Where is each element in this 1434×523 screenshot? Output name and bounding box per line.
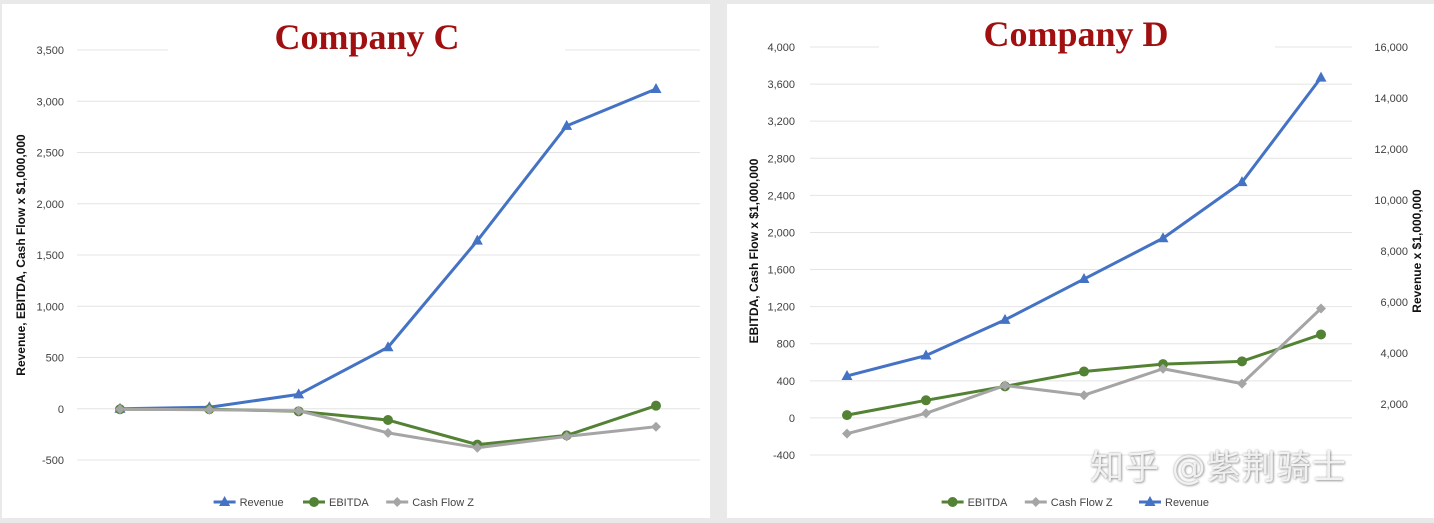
company-c-title: Company C: [274, 17, 459, 57]
company-d-point-revenue: [999, 313, 1011, 324]
company-d-point-ebitda: [1316, 329, 1326, 340]
company-d-point-revenue: [1236, 176, 1248, 187]
company-c-ytick-label: 2,000: [36, 199, 64, 211]
company-c-ytick-label: 3,500: [36, 45, 64, 57]
company-d-y2tick-label: 14,000: [1374, 93, 1408, 105]
company-c-legend-marker-cash-flow-z: [392, 497, 403, 507]
company-d-ytick-label: 3,200: [767, 116, 795, 128]
company-d-point-cash-flow-z: [1158, 363, 1168, 374]
company-c-ytick-label: 1,500: [36, 250, 64, 262]
company-d-point-cash-flow-z: [1237, 378, 1247, 389]
company-c-point-cash-flow-z: [651, 421, 661, 432]
company-d-series-cash-flow-z: [842, 303, 1326, 439]
company-d-point-revenue: [1078, 273, 1090, 284]
company-d-ytick-label: 0: [789, 413, 795, 425]
company-c-point-cash-flow-z: [204, 404, 215, 415]
company-d-point-revenue: [841, 369, 853, 380]
company-d-ytick-label: 2,000: [767, 227, 795, 239]
company-d-ytick-label: 400: [777, 376, 795, 388]
company-d-line-revenue: [845, 76, 1323, 378]
company-d-point-cash-flow-z: [1079, 390, 1089, 401]
company-c-point-cash-flow-z: [472, 442, 483, 453]
chart-panel-company-c: -500 0 500 1,000 1,500 2,000 2,500 3,000 3,500 Co…: [2, 4, 710, 518]
company-c-line-revenue: [118, 87, 658, 411]
company-d-ytick-label: 2,800: [767, 153, 795, 165]
company-d-point-ebitda: [842, 410, 852, 421]
company-c-point-ebitda: [383, 415, 393, 426]
company-d-chart: -400 0 400 800 1,200 1,600 2,000 2,400 2,800 3,20…: [747, 14, 1424, 509]
company-c-series-revenue: [114, 82, 662, 413]
company-d-legend-label-revenue: Revenue: [1165, 497, 1209, 509]
company-c-point-revenue: [650, 82, 662, 93]
company-d-point-revenue: [1315, 71, 1327, 82]
company-c-point-cash-flow-z: [561, 431, 572, 442]
chart-panel-company-d: -400 0 400 800 1,200 1,600 2,000 2,400 2,800 3,20…: [727, 4, 1434, 518]
company-d-point-revenue: [1157, 232, 1169, 243]
company-c-legend: Revenue EBITDA Cash Flow Z: [213, 496, 474, 509]
company-d-y2tick-label: 4,000: [1380, 348, 1408, 360]
company-d-y2tick-label: 16,000: [1374, 42, 1408, 54]
company-d-point-ebitda: [1079, 366, 1089, 377]
company-c-point-revenue: [382, 341, 394, 352]
company-d-legend: EBITDA Cash Flow Z Revenue: [941, 496, 1209, 509]
company-c-legend-label-ebitda: EBITDA: [329, 497, 369, 509]
company-d-point-ebitda: [921, 395, 931, 406]
company-d-title: Company D: [983, 14, 1168, 54]
company-c-point-ebitda: [651, 400, 661, 411]
company-c-ytick-label: 1,000: [36, 301, 64, 313]
company-c-point-cash-flow-z: [293, 405, 304, 416]
company-d-point-cash-flow-z: [1316, 303, 1326, 314]
company-c-series-ebitda: [115, 400, 661, 450]
company-d-ytick-label: 800: [777, 339, 795, 351]
company-c-point-cash-flow-z: [115, 404, 125, 415]
company-d-ytick-label: 3,600: [767, 79, 795, 91]
company-c-legend-marker-revenue: [219, 496, 231, 506]
company-d-ytick-label: 1,600: [767, 265, 795, 277]
company-c-point-revenue: [561, 119, 573, 130]
company-c-ytick-label: 0: [58, 404, 64, 416]
company-c-chart: -500 0 500 1,000 1,500 2,000 2,500 3,000 3,500 Co…: [14, 17, 700, 509]
company-d-y2label: Revenue x $1,000,000: [1410, 189, 1424, 313]
company-d-series-ebitda: [842, 329, 1326, 421]
company-c-ytick-label: 500: [46, 353, 64, 365]
company-d-point-ebitda: [1237, 356, 1247, 367]
company-d-legend-label-ebitda: EBITDA: [968, 497, 1008, 509]
company-d-ytick-label: 4,000: [767, 42, 795, 54]
company-c-legend-label-revenue: Revenue: [240, 497, 284, 509]
company-d-point-cash-flow-z: [1000, 380, 1010, 391]
company-d-y2tick-label: 8,000: [1380, 246, 1408, 258]
company-d-legend-marker-revenue: [1144, 496, 1156, 506]
company-c-point-revenue: [471, 234, 483, 245]
company-d-ytick-label: -400: [773, 450, 795, 462]
company-d-ytick-label: 1,200: [767, 302, 795, 314]
company-d-ytick-label: 2,400: [767, 190, 795, 202]
company-c-ytick-label: -500: [42, 455, 64, 467]
company-c-ytick-label: 3,000: [36, 96, 64, 108]
company-d-point-cash-flow-z: [842, 428, 852, 439]
company-c-point-cash-flow-z: [383, 427, 393, 438]
company-d-ylabel: EBITDA, Cash Flow x $1,000,000: [747, 158, 761, 343]
company-c-line-ebitda: [118, 404, 658, 447]
watermark: 知乎 @紫荆骑士: [1090, 448, 1347, 488]
company-d-y2tick-label: 2,000: [1380, 399, 1408, 411]
company-c-legend-label-cash-flow-z: Cash Flow Z: [412, 497, 474, 509]
company-d-point-revenue: [920, 349, 932, 360]
company-c-point-revenue: [293, 388, 305, 399]
company-d-point-cash-flow-z: [921, 408, 931, 419]
company-c-gridlines: [77, 49, 700, 461]
company-c-ylabel: Revenue, EBITDA, Cash Flow x $1,000,000: [14, 134, 28, 376]
company-d-y2tick-label: 12,000: [1374, 144, 1408, 156]
company-d-legend-marker-cash-flow-z: [1030, 497, 1041, 507]
company-c-series-cash-flow-z: [115, 404, 661, 453]
company-c-legend-marker-ebitda: [309, 497, 319, 507]
company-d-y2tick-label: 10,000: [1374, 195, 1408, 207]
company-d-y2tick-label: 6,000: [1380, 297, 1408, 309]
company-c-ytick-label: 2,500: [36, 148, 64, 160]
company-d-series-revenue: [841, 71, 1327, 380]
company-d-legend-marker-ebitda: [947, 497, 958, 507]
company-d-legend-label-cash-flow-z: Cash Flow Z: [1051, 497, 1113, 509]
